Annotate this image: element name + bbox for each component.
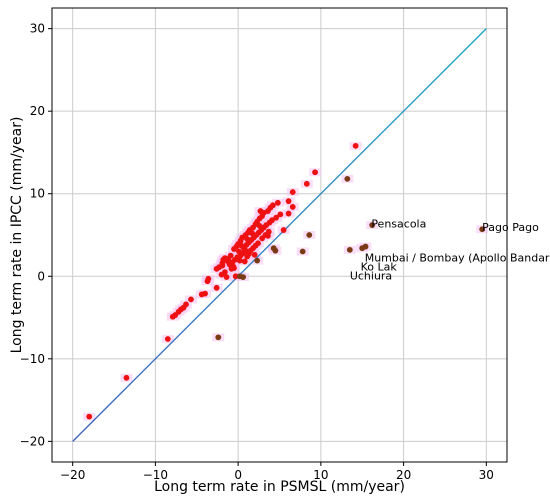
data-point [299,248,306,255]
data-point [164,336,171,342]
y-tick-label: −20 [20,434,45,448]
data-point [231,246,237,252]
data-point [86,413,93,420]
data-point [285,210,292,217]
data-point [256,223,263,229]
data-point [344,175,351,182]
plot-frame [51,7,508,463]
data-point [272,247,279,254]
data-points [86,142,486,420]
grid [52,8,507,462]
data-point [479,226,486,233]
data-point [254,257,261,264]
data-point [244,236,251,243]
x-axis-title: Long term rate in PSMSL (mm/year) [154,479,405,495]
data-point [238,242,245,249]
data-point [303,180,310,187]
x-tick-label: −10 [143,468,168,482]
data-point [236,257,243,264]
data-point [240,274,247,280]
data-point [257,208,264,214]
data-point [269,217,275,224]
y-axis-title: Long term rate in IPCC (mm/year) [9,117,25,354]
data-point [218,271,225,278]
point-annotation: Ko Lak [361,260,398,273]
x-tick-label: 0 [234,468,242,482]
data-point [312,169,318,176]
data-point [306,232,313,238]
data-point [241,258,248,265]
data-point [285,198,292,205]
identity-line [72,28,487,442]
data-point [220,256,227,263]
data-point [249,230,256,237]
data-point [277,211,284,218]
data-point [255,240,261,247]
data-point [346,246,353,253]
y-tick-label: 30 [30,22,45,36]
data-point [215,334,222,341]
y-tick-label: 10 [30,187,45,201]
data-point [188,296,194,303]
data-point [265,232,271,239]
point-annotation: Pensacola [371,218,426,231]
data-point [369,222,376,228]
data-point [280,227,287,233]
data-point [245,251,252,257]
data-point [202,290,208,297]
y-tick-label: 20 [30,104,45,118]
axis-ticks: −20 −10 0 10 20 30 −20 −10 0 10 20 30 [20,22,494,482]
annotations: Pensacola Pago Pago Mumbai / Bombay (Apoll… [350,218,550,283]
data-point [289,189,296,195]
data-point [232,273,239,280]
point-annotation: Pago Pago [482,221,539,234]
point-annotation: Uchiura [350,270,392,283]
data-point [183,301,189,308]
data-point [223,274,230,280]
data-point [289,204,296,210]
x-tick-label: −20 [60,468,85,482]
x-tick-label: 30 [479,468,494,482]
data-point [205,275,212,282]
point-halos [83,141,489,421]
data-point [274,199,281,206]
data-point [359,245,366,252]
data-point [352,142,359,149]
data-point [259,235,266,242]
data-point [123,374,130,381]
data-point [231,265,237,271]
data-point [251,251,258,258]
data-point [236,248,242,255]
point-annotation: Mumbai / Bombay (Apollo Bandar) [365,251,550,264]
y-tick-label: −10 [20,352,45,366]
data-point [213,284,220,291]
data-point [227,252,234,259]
x-tick-label: 10 [313,468,328,482]
y-tick-label: 0 [37,269,45,283]
x-tick-label: 20 [396,468,411,482]
reference-line [72,28,487,442]
